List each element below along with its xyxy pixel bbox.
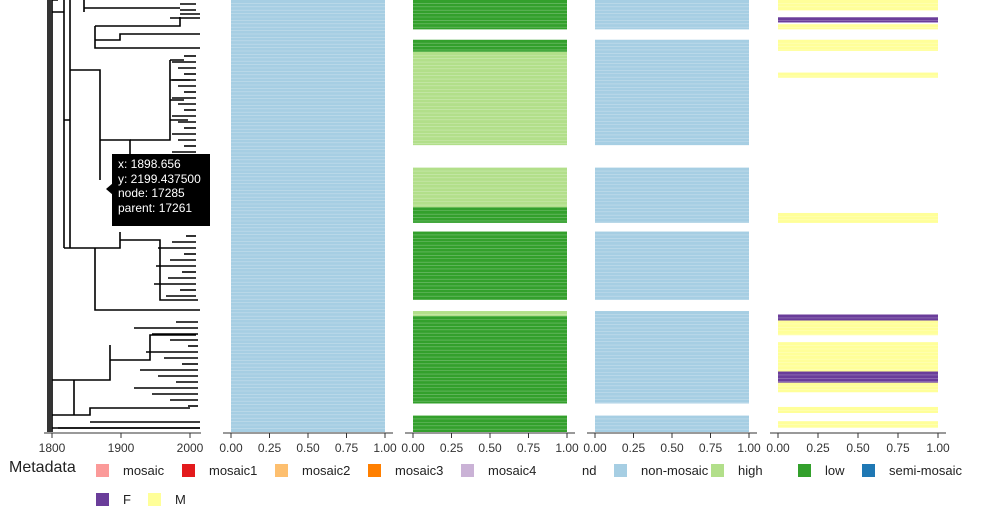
heatmap-segment-M [778,213,938,223]
panel-x-axis: 0.00 0.25 0.50 0.75 1.00 [766,433,950,455]
heatmap-segment-F [778,314,938,320]
panel-x-tick-label: 0.50 [478,441,502,455]
tooltip-line-parent: parent: 17261 [118,201,210,216]
heatmap-segment-non-mosaic [595,0,749,29]
heatmap-segment-high [413,311,567,316]
heatmap-panel: 0.00 0.25 0.50 0.75 1.00 [219,0,397,455]
node-tooltip: x: 1898.656 y: 2199.437500 node: 17285 p… [112,154,210,226]
panel-x-tick-label: 0.00 [583,441,607,455]
panel-x-tick-label: 0.25 [622,441,646,455]
heatmap-segment-M [778,73,938,78]
panel-x-tick: 0.00 [219,433,243,455]
heatmap-segment-non-mosaic [595,416,749,432]
heatmap-segment-M [778,407,938,413]
tooltip-line-node: node: 17285 [118,186,210,201]
tree-x-tick: 1900 [108,433,135,455]
tree-branch [48,0,52,432]
heatmap-segment-low [413,416,567,432]
heatmap-panels: 0.00 0.25 0.50 0.75 1.00 0.00 0.25 0.50 0.75 1.00… [219,0,950,455]
panel-x-tick: 0.50 [296,433,320,455]
panel-x-tick: 0.50 [660,433,684,455]
panel-x-tick: 0.25 [440,433,464,455]
heatmap-segment-M [778,0,938,10]
tree-x-tick-label: 1800 [39,441,66,455]
tree-x-axis: 1800 1900 2000 [39,433,204,455]
panel-x-axis: 0.00 0.25 0.50 0.75 1.00 [401,433,579,455]
tree-x-tick: 1800 [39,433,66,455]
panel-x-tick-label: 0.75 [886,441,910,455]
panel-x-tick: 0.50 [478,433,502,455]
heatmap-segment-low [413,316,567,403]
heatmap-segment-M [778,321,938,336]
panel-x-tick-label: 0.50 [660,441,684,455]
panel-x-tick-label: 0.75 [335,441,359,455]
heatmap-segment-F [778,372,938,383]
tree-branch [52,0,64,248]
panel-x-tick: 1.00 [373,433,397,455]
tree-x-tick-label: 1900 [108,441,135,455]
heatmap-panel: 0.00 0.25 0.50 0.75 1.00 [401,0,579,455]
heatmap-segment-low [413,0,567,29]
panel-x-tick-label: 0.75 [699,441,723,455]
panel-x-tick: 0.00 [583,433,607,455]
panel-x-tick: 0.75 [517,433,541,455]
panel-x-tick-label: 0.25 [258,441,282,455]
panel-x-tick: 0.75 [699,433,723,455]
panel-x-tick: 0.75 [335,433,359,455]
tree-branch [64,120,95,248]
tree-branch [95,232,200,310]
panel-x-tick-label: 1.00 [926,441,950,455]
panel-x-tick: 0.50 [846,433,870,455]
tree-branch [130,60,190,140]
panel-x-tick-label: 0.00 [401,441,425,455]
panel-x-tick-label: 0.00 [766,441,790,455]
panel-x-tick-label: 0.25 [440,441,464,455]
panel-x-tick: 0.25 [806,433,830,455]
tree-branch [84,0,200,48]
panel-x-tick: 0.00 [766,433,790,455]
tooltip-line-y: y: 2199.437500 [118,172,210,187]
heatmap-segment-high [413,52,567,145]
heatmap-segment-M [778,24,938,29]
tree-branch [170,4,200,18]
heatmap-panel: 0.00 0.25 0.50 0.75 1.00 [766,0,950,455]
heatmap-panel: 0.00 0.25 0.50 0.75 1.00 [583,0,761,455]
panel-x-tick: 1.00 [737,433,761,455]
panel-x-axis: 0.00 0.25 0.50 0.75 1.00 [219,433,397,455]
panel-x-tick-label: 0.50 [846,441,870,455]
heatmap-segment-non-mosaic [595,40,749,145]
heatmap-segment-M [778,40,938,51]
panel-x-tick: 0.00 [401,433,425,455]
heatmap-segment-F [778,17,938,22]
heatmap-segment-low [413,207,567,223]
panel-x-tick: 0.75 [886,433,910,455]
panel-x-tick-label: 1.00 [373,441,397,455]
tooltip-line-x: x: 1898.656 [118,157,210,172]
heatmap-segment-non-mosaic [595,168,749,223]
panel-x-tick: 1.00 [555,433,579,455]
panel-x-tick: 0.25 [622,433,646,455]
panel-x-tick-label: 0.75 [517,441,541,455]
panel-x-tick-label: 0.00 [219,441,243,455]
tree-x-tick-label: 2000 [177,441,204,455]
panel-x-axis: 0.00 0.25 0.50 0.75 1.00 [583,433,761,455]
panel-x-tick: 1.00 [926,433,950,455]
panel-x-tick-label: 1.00 [737,441,761,455]
tree-branch [74,335,196,415]
tree-branch [58,408,200,428]
heatmap-segment-M [778,342,938,371]
panel-x-tick-label: 0.50 [296,441,320,455]
tree-x-tick: 2000 [177,433,204,455]
heatmap-segment-M [778,383,938,393]
panel-x-tick: 0.25 [258,433,282,455]
panel-x-tick-label: 0.25 [806,441,830,455]
panel-x-tick-label: 1.00 [555,441,579,455]
